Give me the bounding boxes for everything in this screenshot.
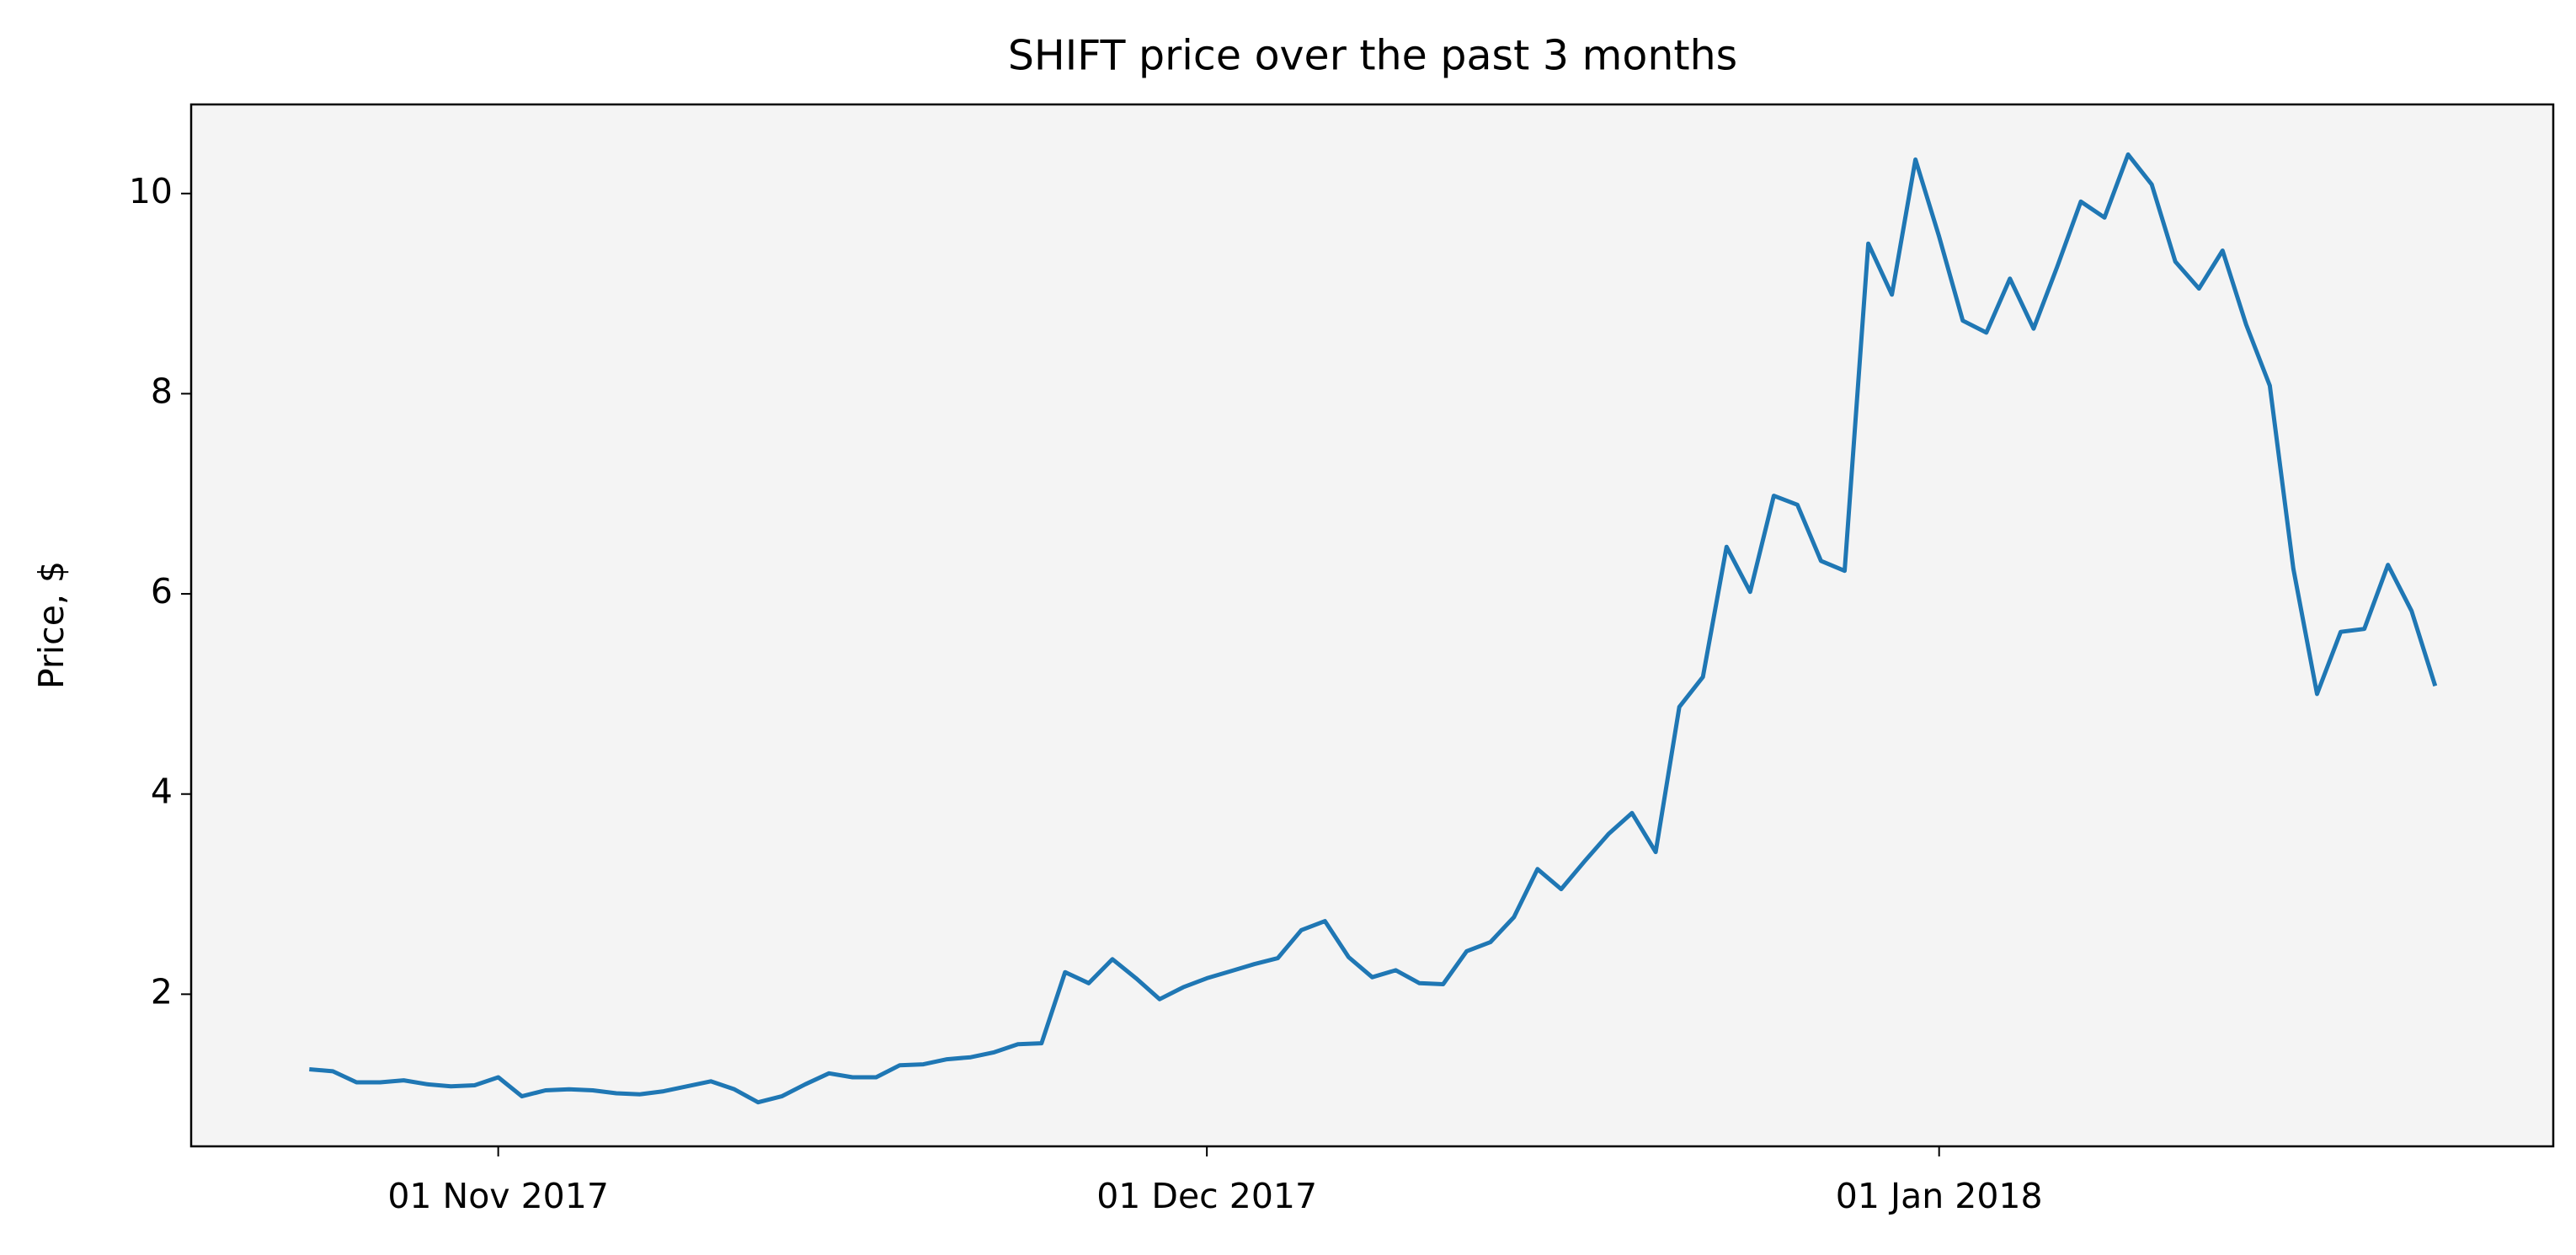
x-tick-label: 01 Dec 2017 <box>1096 1176 1317 1216</box>
y-tick-label: 8 <box>151 371 173 411</box>
y-tick-label: 6 <box>151 571 173 611</box>
x-tick-label: 01 Nov 2017 <box>387 1176 609 1216</box>
y-axis-label: Price, $ <box>31 561 72 689</box>
y-tick-label: 2 <box>151 971 173 1012</box>
x-tick-label: 01 Jan 2018 <box>1836 1176 2043 1216</box>
y-tick-label: 10 <box>129 171 173 211</box>
plot-frame <box>189 103 2555 1148</box>
y-tick-label: 4 <box>151 772 173 812</box>
chart-title: SHIFT price over the past 3 months <box>1008 32 1737 80</box>
price-line <box>309 152 2438 1105</box>
plot-area <box>191 104 2553 1146</box>
